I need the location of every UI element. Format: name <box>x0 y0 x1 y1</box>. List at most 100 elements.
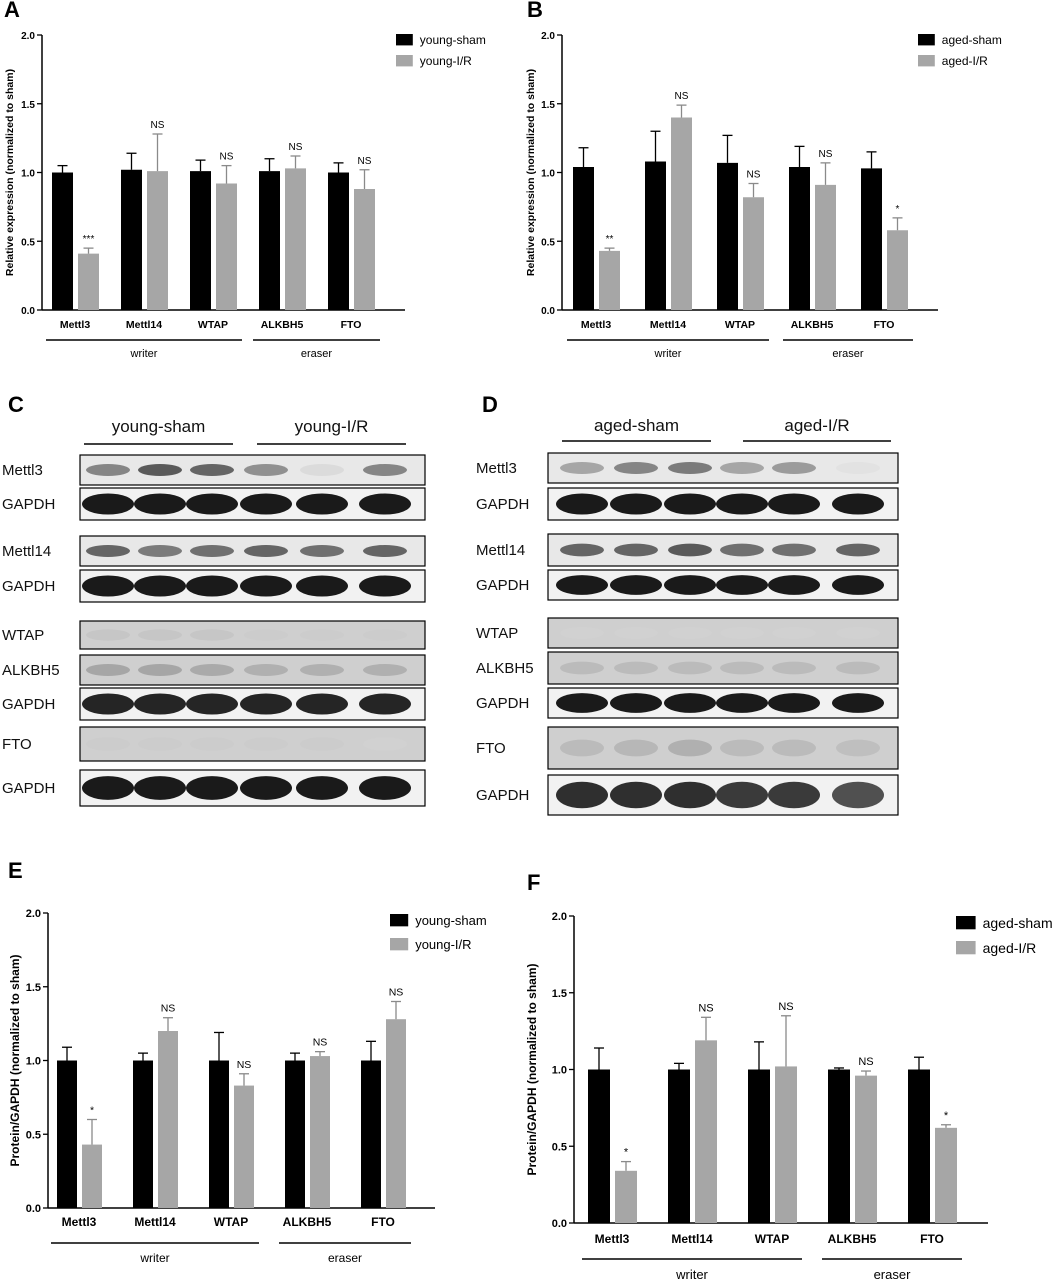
significance-label-e: NS <box>161 1003 176 1015</box>
bar-a-ir <box>78 253 99 310</box>
y-tick-label-a: 0.5 <box>21 237 35 248</box>
blot-band-d <box>836 543 880 557</box>
blot-band-c <box>363 737 407 751</box>
y-tick-label-b: 0.0 <box>541 306 555 317</box>
bar-a-ir <box>354 189 375 310</box>
blot-band-d <box>768 575 820 595</box>
blot-band-d <box>610 493 662 515</box>
blot-row-label-d: ALKBH5 <box>476 660 534 677</box>
blot-band-c <box>296 493 348 515</box>
blot-band-c <box>134 776 186 800</box>
blot-row-label-c: GAPDH <box>2 578 55 595</box>
x-tick-label-f: Mettl3 <box>595 1232 630 1246</box>
legend-label-f: aged-sham <box>983 915 1053 931</box>
blot-band-c <box>300 629 344 641</box>
bar-f-ir <box>855 1075 877 1223</box>
bar-b-sham <box>717 162 738 310</box>
bar-a-sham <box>52 172 73 310</box>
significance-label-a: *** <box>83 234 95 245</box>
blot-row-label-d: GAPDH <box>476 787 529 804</box>
blot-band-c <box>190 664 234 676</box>
significance-label-a: NS <box>220 152 234 163</box>
y-tick-label-a: 1.5 <box>21 100 35 111</box>
y-axis-label-f: Protein/GAPDH (normalized to sham) <box>525 963 539 1175</box>
blot-row-label-c: FTO <box>2 736 32 753</box>
significance-label-f: NS <box>858 1056 873 1068</box>
significance-label-a: NS <box>289 142 303 153</box>
significance-label-e: * <box>90 1105 94 1117</box>
blot-band-d <box>832 693 884 713</box>
bar-f-ir <box>935 1127 957 1223</box>
bar-e-ir <box>234 1085 254 1208</box>
blot-row-label-c: GAPDH <box>2 696 55 713</box>
bar-e-sham <box>133 1060 153 1208</box>
blot-band-c <box>138 545 182 557</box>
blot-band-c <box>240 776 292 800</box>
group-label-f: eraser <box>874 1267 912 1282</box>
blot-band-c <box>186 575 238 597</box>
y-tick-label-b: 1.5 <box>541 100 555 111</box>
blot-band-d <box>614 462 658 474</box>
blot-band-d <box>556 693 608 713</box>
legend-swatch-e <box>390 938 409 951</box>
blot-band-d <box>668 543 712 557</box>
blot-band-d <box>664 781 716 809</box>
significance-label-b: ** <box>606 234 614 245</box>
legend-swatch-b <box>918 34 935 46</box>
significance-label-b: NS <box>747 170 761 181</box>
legend-label-b: aged-I/R <box>942 54 988 68</box>
bar-b-ir <box>671 117 692 310</box>
panel-letter-c: C <box>8 392 24 417</box>
bar-e-sham <box>57 1060 77 1208</box>
blot-row-label-d: Mettl3 <box>476 460 517 477</box>
blot-band-d <box>560 661 604 675</box>
blot-band-d <box>664 575 716 595</box>
blot-band-c <box>190 629 234 641</box>
bar-f-sham <box>668 1069 690 1223</box>
panel-letter-a: A <box>4 0 20 22</box>
blot-band-c <box>82 693 134 715</box>
x-tick-label-f: FTO <box>920 1232 944 1246</box>
blot-row-label-d: FTO <box>476 740 506 757</box>
significance-label-e: NS <box>313 1037 328 1049</box>
x-tick-label-e: ALKBH5 <box>283 1215 332 1229</box>
blot-band-c <box>138 664 182 676</box>
blot-band-c <box>359 575 411 597</box>
blot-band-d <box>720 543 764 557</box>
blot-band-d <box>720 462 764 474</box>
blot-band-d <box>768 693 820 713</box>
legend-swatch-a <box>396 55 413 67</box>
blot-band-c <box>86 664 130 676</box>
bar-a-ir <box>216 183 237 310</box>
blot-band-c <box>86 737 130 751</box>
blot-row-label-c: Mettl3 <box>2 462 43 479</box>
legend-label-a: young-sham <box>420 33 486 47</box>
blot-band-c <box>296 693 348 715</box>
blot-band-c <box>82 776 134 800</box>
bar-b-sham <box>789 167 810 310</box>
blot-row-label-c: GAPDH <box>2 496 55 513</box>
blot-band-d <box>836 739 880 757</box>
legend-label-e: young-sham <box>415 913 487 928</box>
blot-group-label-d: aged-sham <box>594 416 679 435</box>
blot-band-c <box>240 693 292 715</box>
blot-band-c <box>190 737 234 751</box>
blot-band-c <box>86 464 130 476</box>
blot-group-label-c: young-I/R <box>295 417 369 436</box>
legend-swatch-a <box>396 34 413 46</box>
y-tick-label-a: 0.0 <box>21 306 35 317</box>
blot-band-d <box>772 661 816 675</box>
y-tick-label-a: 1.0 <box>21 169 35 180</box>
bar-e-ir <box>82 1144 102 1208</box>
blot-row-label-c: WTAP <box>2 627 44 644</box>
bar-b-ir <box>599 250 620 310</box>
blot-band-d <box>556 493 608 515</box>
blot-row-label-d: GAPDH <box>476 496 529 513</box>
x-tick-label-b: ALKBH5 <box>791 319 834 331</box>
blot-band-c <box>240 493 292 515</box>
significance-label-b: * <box>896 204 900 215</box>
significance-label-e: NS <box>389 987 404 999</box>
blot-band-c <box>134 575 186 597</box>
